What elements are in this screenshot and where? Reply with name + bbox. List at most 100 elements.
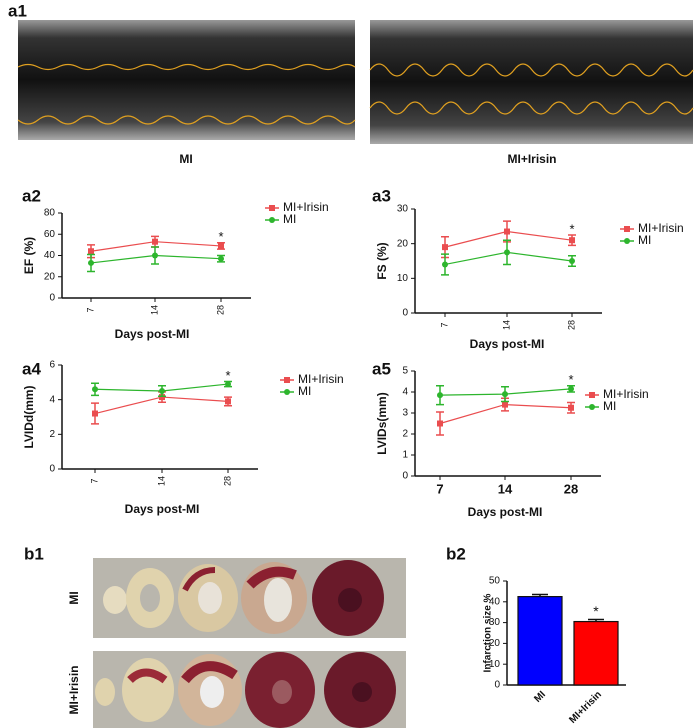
data-point — [92, 386, 98, 393]
x-axis-label: Days post-MI — [125, 502, 200, 516]
legend-marker — [624, 238, 630, 244]
y-tick-label: 20 — [44, 271, 56, 282]
x-tick-label: 14 — [156, 476, 166, 486]
x-tick-label: 14 — [501, 320, 511, 330]
y-tick-label: 0 — [494, 680, 500, 691]
annotation: * — [225, 368, 230, 383]
x-tick-label: 28 — [566, 320, 576, 330]
panel-label: a2 — [22, 186, 41, 205]
y-axis-label: LVIDd(mm) — [22, 385, 36, 448]
y-tick-label: 80 — [44, 208, 56, 219]
panel-label: a1 — [8, 1, 27, 20]
y-tick-label: 4 — [402, 387, 408, 398]
annotation: * — [569, 221, 574, 236]
heart-slices-mi — [93, 558, 406, 638]
legend-marker — [589, 404, 595, 410]
data-point — [502, 401, 508, 408]
y-tick-label: 0 — [49, 464, 55, 475]
data-point — [502, 391, 508, 398]
y-tick-label: 10 — [489, 659, 501, 670]
y-axis-label: FS (%) — [375, 242, 389, 279]
data-point — [568, 385, 574, 392]
bar — [573, 620, 619, 686]
x-tick-label: MI+Irisin — [567, 689, 604, 726]
y-tick-label: 30 — [397, 204, 409, 215]
row-label: MI — [67, 591, 81, 604]
y-tick-label: 5 — [402, 366, 408, 377]
y-tick-label: 3 — [402, 408, 408, 419]
image-caption: MI — [179, 152, 192, 166]
annotation: * — [568, 372, 573, 387]
heart-slices-mi-irisin — [93, 651, 406, 728]
legend-marker — [269, 205, 275, 211]
data-point — [159, 388, 165, 394]
panel-label: b1 — [24, 544, 44, 563]
x-tick-label: 28 — [564, 481, 578, 496]
data-point — [504, 228, 510, 235]
data-point — [569, 237, 575, 244]
legend-label: MI+Irisin — [603, 387, 649, 401]
echo-image-mi-irisin — [369, 20, 694, 144]
legend-label: MI+Irisin — [638, 221, 684, 235]
data-point — [88, 248, 94, 255]
data-point — [437, 392, 443, 399]
y-tick-label: 50 — [489, 576, 501, 587]
x-tick-label: 28 — [222, 476, 232, 486]
legend-label: MI — [638, 233, 651, 247]
legend-label: MI+Irisin — [283, 200, 329, 214]
data-point — [218, 255, 224, 262]
x-tick-label: 7 — [439, 322, 449, 327]
x-tick-label: 28 — [215, 305, 225, 315]
y-axis-label: LVIDs(mm) — [375, 392, 389, 454]
legend-label: MI — [283, 212, 296, 226]
data-point — [568, 404, 574, 411]
x-axis-label: Days post-MI — [470, 337, 545, 351]
legend-marker — [284, 377, 290, 383]
y-tick-label: 30 — [489, 617, 501, 628]
panel-label: b2 — [446, 544, 466, 563]
y-tick-label: 20 — [489, 638, 501, 649]
panel-label: a3 — [372, 186, 391, 205]
data-point — [225, 398, 231, 405]
legend-label: MI+Irisin — [298, 372, 344, 386]
y-tick-label: 4 — [49, 394, 55, 405]
annotation: * — [593, 603, 599, 619]
y-tick-label: 10 — [397, 273, 409, 284]
x-tick-label: MI — [532, 689, 548, 705]
y-axis-label: Infarction size % — [483, 593, 494, 672]
y-tick-label: 40 — [489, 596, 501, 607]
legend-label: MI — [298, 384, 311, 398]
legend-marker — [589, 392, 595, 398]
y-tick-label: 2 — [49, 429, 55, 440]
data-point — [569, 258, 575, 264]
x-tick-label: 7 — [85, 307, 95, 312]
data-point — [225, 381, 231, 388]
x-axis-label: Days post-MI — [115, 327, 190, 341]
y-tick-label: 40 — [44, 250, 56, 261]
x-tick-label: 14 — [498, 481, 513, 496]
y-tick-label: 6 — [49, 360, 55, 371]
data-point — [88, 259, 94, 266]
row-label: MI+Irisin — [67, 665, 81, 714]
data-point — [218, 242, 224, 249]
annotation: * — [218, 229, 223, 244]
y-tick-label: 0 — [402, 308, 408, 319]
y-axis-label: EF (%) — [22, 237, 36, 274]
x-axis-label: Days post-MI — [468, 505, 543, 519]
data-point — [442, 244, 448, 251]
y-tick-label: 60 — [44, 229, 56, 240]
y-tick-label: 20 — [397, 238, 409, 249]
data-point — [152, 252, 158, 259]
legend-marker — [284, 389, 290, 395]
panel-label: a4 — [22, 359, 41, 378]
y-tick-label: 0 — [402, 471, 408, 482]
panel-label: a5 — [372, 359, 391, 378]
legend-marker — [269, 217, 275, 223]
data-point — [152, 238, 158, 245]
data-point — [442, 261, 448, 268]
x-tick-label: 14 — [149, 305, 159, 315]
legend-label: MI — [603, 399, 616, 413]
y-tick-label: 2 — [402, 429, 408, 440]
y-tick-label: 1 — [402, 450, 408, 461]
